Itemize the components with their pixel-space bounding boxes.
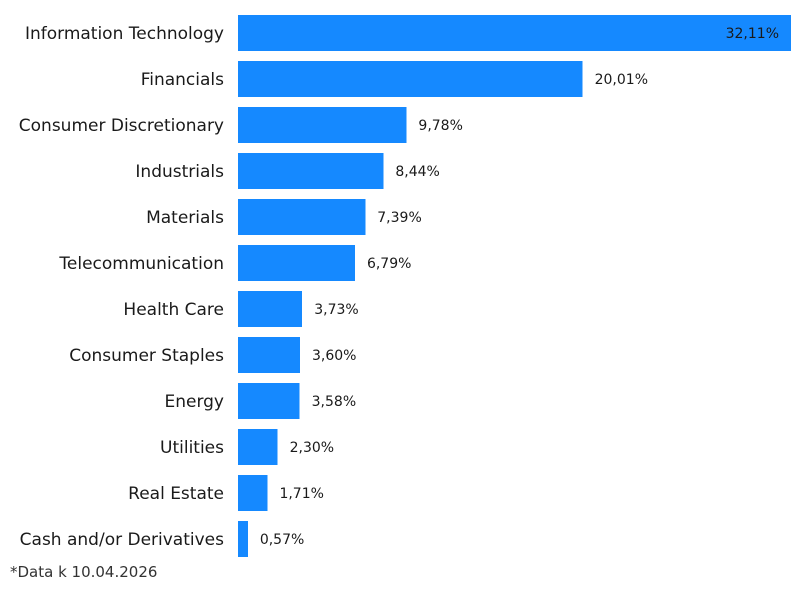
value-label-consumer-staples: 3,60% — [312, 348, 356, 364]
value-label-consumer-discretionary: 9,78% — [418, 118, 462, 134]
bar-consumer-discretionary — [238, 107, 407, 143]
category-label-information-technology: Information Technology — [25, 24, 224, 44]
value-label-utilities: 2,30% — [290, 440, 334, 456]
category-label-telecommunication: Telecommunication — [58, 254, 224, 274]
bar-health-care — [238, 291, 303, 327]
category-label-financials: Financials — [141, 70, 224, 90]
bar-financials — [238, 61, 583, 97]
category-label-real-estate: Real Estate — [128, 484, 224, 504]
bar-information-technology — [238, 15, 791, 51]
value-label-financials: 20,01% — [595, 72, 648, 88]
footnote: *Data k 10.04.2026 — [10, 563, 158, 581]
value-label-energy: 3,58% — [312, 394, 356, 410]
bar-industrials — [238, 153, 384, 189]
category-label-consumer-staples: Consumer Staples — [69, 346, 224, 366]
value-label-cash-and-or-derivatives: 0,57% — [260, 532, 304, 548]
bar-energy — [238, 383, 300, 419]
value-label-real-estate: 1,71% — [279, 486, 323, 502]
value-label-health-care: 3,73% — [314, 302, 358, 318]
value-label-materials: 7,39% — [377, 210, 421, 226]
category-label-utilities: Utilities — [160, 438, 224, 458]
sector-allocation-chart: Information Technology 32,11% Financials 20… — [19, 15, 791, 557]
bar-utilities — [238, 429, 278, 465]
value-label-information-technology: 32,11% — [726, 26, 779, 42]
value-label-industrials: 8,44% — [395, 164, 439, 180]
bar-real-estate — [238, 475, 268, 511]
bar-telecommunication — [238, 245, 355, 281]
bar-materials — [238, 199, 366, 235]
category-label-consumer-discretionary: Consumer Discretionary — [19, 116, 224, 136]
category-label-health-care: Health Care — [123, 300, 224, 320]
bar-consumer-staples — [238, 337, 300, 373]
bar-cash-and-or-derivatives — [238, 521, 248, 557]
value-label-telecommunication: 6,79% — [367, 256, 411, 272]
category-label-industrials: Industrials — [135, 162, 224, 182]
category-label-cash-and-or-derivatives: Cash and/or Derivatives — [20, 530, 224, 550]
category-label-materials: Materials — [146, 208, 224, 228]
category-label-energy: Energy — [164, 392, 224, 412]
